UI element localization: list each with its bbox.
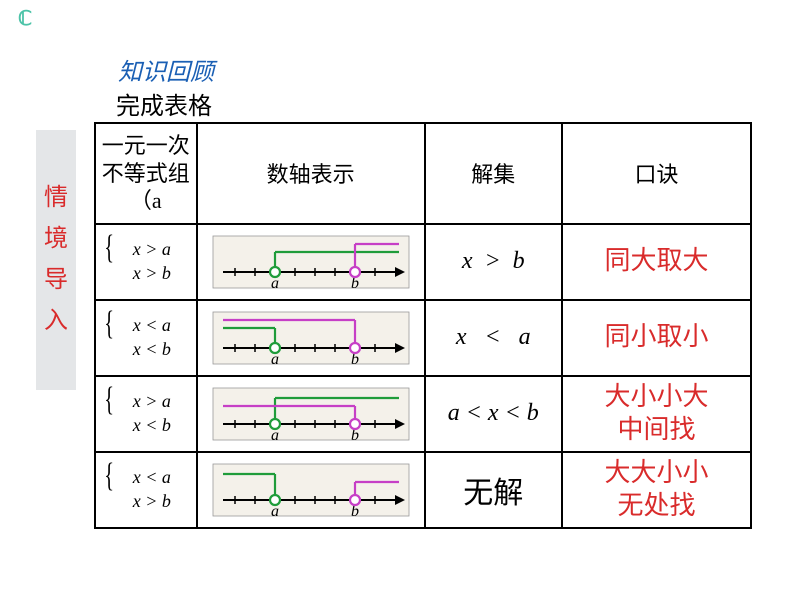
condition-cell: {x > ax > b — [95, 224, 197, 300]
condition-cell: {x < ax > b — [95, 452, 197, 528]
sidebar-char: 情 — [44, 178, 68, 219]
table-row: {x < ax > bab无解大大小小无处找 — [95, 452, 751, 528]
solution-cell: x > b — [425, 224, 562, 300]
header-diagram: 数轴表示 — [197, 123, 425, 224]
condition-cell: {x > ax < b — [95, 376, 197, 452]
solution-cell: x < a — [425, 300, 562, 376]
rhyme-cell: 大大小小无处找 — [562, 452, 751, 528]
diagram-cell: ab — [197, 224, 425, 300]
number-line-diagram: ab — [205, 308, 417, 368]
rhyme-cell: 同小取小 — [562, 300, 751, 376]
inequality-table: 一元一次不等式组（a 数轴表示 解集 口诀 {x > ax > babx > b… — [94, 122, 752, 529]
number-line-diagram: ab — [205, 232, 417, 292]
table-row: {x < ax < babx < a同小取小 — [95, 300, 751, 376]
sidebar-char: 境 — [44, 219, 68, 260]
rhyme-cell: 大小小大中间找 — [562, 376, 751, 452]
header-solution: 解集 — [425, 123, 562, 224]
table-row: {x > ax > babx > b同大取大 — [95, 224, 751, 300]
table-row: {x > ax < baba < x < b大小小大中间找 — [95, 376, 751, 452]
sidebar-char: 入 — [44, 301, 68, 342]
solution-cell: 无解 — [425, 452, 562, 528]
number-line-diagram: ab — [205, 384, 417, 444]
title-complete: 完成表格 — [116, 86, 212, 121]
number-line-diagram: ab — [205, 460, 417, 520]
header-condition: 一元一次不等式组（a — [95, 123, 197, 224]
rhyme-cell: 同大取大 — [562, 224, 751, 300]
logo-icon: ℂ — [18, 6, 32, 31]
condition-cell: {x < ax < b — [95, 300, 197, 376]
header-rhyme: 口诀 — [562, 123, 751, 224]
solution-cell: a < x < b — [425, 376, 562, 452]
diagram-cell: ab — [197, 452, 425, 528]
sidebar-char: 导 — [44, 260, 68, 301]
sidebar-label: 情 境 导 入 — [36, 130, 76, 390]
diagram-cell: ab — [197, 376, 425, 452]
title-review: 知识回顾 — [118, 52, 214, 87]
diagram-cell: ab — [197, 300, 425, 376]
